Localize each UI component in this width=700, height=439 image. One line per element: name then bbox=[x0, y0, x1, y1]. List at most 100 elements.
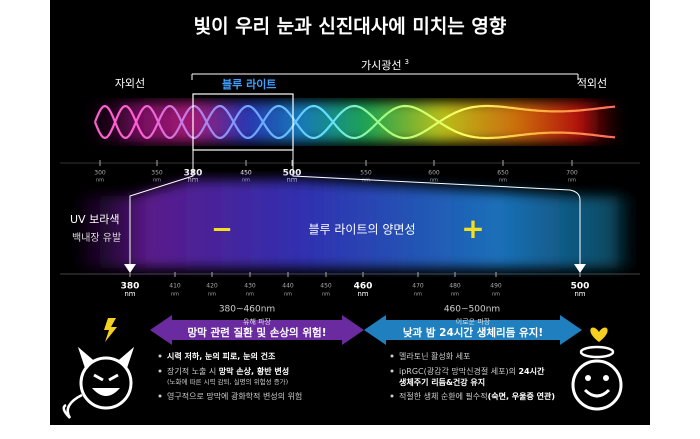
marker bbox=[124, 264, 136, 273]
tick-label: 300 bbox=[94, 170, 106, 177]
uv-label: 자외선 bbox=[115, 77, 145, 90]
tick-label: 380 bbox=[121, 282, 140, 292]
harmful-arrow bbox=[150, 315, 364, 345]
tick-label: 350 bbox=[151, 170, 163, 177]
tag: 유해 파장 bbox=[243, 317, 272, 326]
bullet-text: ipRGC(광감각 망막신경절 세포)의 24시간 bbox=[399, 366, 545, 376]
plus-sign: + bbox=[461, 212, 484, 245]
bullet-dot bbox=[390, 369, 394, 373]
tick-unit: nm bbox=[96, 178, 104, 184]
band-center: 블루 라이트의 양면성 bbox=[309, 223, 416, 237]
headline: 낮과 밤 24시간 생체리듬 유지! bbox=[403, 326, 543, 339]
bullet-text: 멜라토닌 활성화 세포 bbox=[399, 351, 470, 361]
tick-label: 410 bbox=[169, 283, 181, 290]
angel-icon bbox=[571, 327, 623, 411]
expanded-band bbox=[80, 180, 640, 268]
range-label: 380~460nm bbox=[219, 305, 275, 315]
blue-label: 블루 라이트 bbox=[222, 77, 276, 91]
tick-label: 430 bbox=[244, 283, 256, 290]
tick-unit: nm bbox=[568, 178, 576, 184]
bullet-part: 24시간 bbox=[518, 366, 544, 376]
tick-unit: nm bbox=[414, 292, 422, 298]
ir-label: 적외선 bbox=[577, 77, 607, 90]
bullet-dot bbox=[158, 369, 162, 373]
tick-unit: nm bbox=[430, 178, 438, 184]
headline: 망막 관련 질환 및 손상의 위험! bbox=[188, 326, 327, 339]
tick-label: 490 bbox=[490, 283, 502, 290]
tick-label: 480 bbox=[449, 283, 461, 290]
tick-label: 450 bbox=[240, 170, 252, 177]
tick-unit: nm bbox=[451, 292, 459, 298]
tick-label: 500 bbox=[283, 169, 302, 179]
tick-label: 650 bbox=[497, 170, 509, 177]
bullet-part: 장기적 노출 시 bbox=[167, 366, 219, 376]
tick-unit: nm bbox=[499, 178, 507, 184]
tick-unit: nm bbox=[246, 292, 254, 298]
tick-label: 470 bbox=[412, 283, 424, 290]
bullet-text: 적절한 생체 순환에 필수적(숙면, 우울증 연관) bbox=[399, 391, 555, 401]
tag: 이로운 파장 bbox=[456, 317, 491, 326]
bullet-part: 생체주기 리듬&건강 유지 bbox=[399, 377, 485, 387]
devil-icon bbox=[62, 318, 135, 419]
uv-sub: 백내장 유발 bbox=[72, 232, 121, 244]
minus-sign: − bbox=[211, 215, 233, 245]
bullet-part: ipRGC(광감각 망막신경절 세포)의 bbox=[399, 366, 518, 376]
smile bbox=[92, 388, 120, 396]
tick-unit: nm bbox=[492, 292, 500, 298]
heart bbox=[590, 327, 608, 342]
bullet-part: 적절한 생체 순환에 필수적 bbox=[399, 391, 488, 401]
ruler: 380nm410nm420nm430nm440nm450nm460nm470nm… bbox=[121, 272, 590, 298]
tick-unit: nm bbox=[357, 290, 368, 298]
tick-label: 550 bbox=[360, 170, 372, 177]
visible-note: 3 bbox=[405, 58, 409, 66]
tick-label: 420 bbox=[206, 283, 218, 290]
bullet-text: 시력 저하, 눈의 피로, 눈의 건조 bbox=[167, 351, 276, 361]
bullet-dot bbox=[158, 354, 162, 358]
eye bbox=[585, 375, 591, 381]
tick-unit: nm bbox=[322, 292, 330, 298]
tail bbox=[62, 393, 83, 419]
uv-title: UV 보라색 bbox=[70, 213, 119, 226]
face bbox=[79, 356, 133, 410]
tick-unit: nm bbox=[171, 292, 179, 298]
tick-unit: nm bbox=[208, 292, 216, 298]
face bbox=[571, 359, 623, 411]
bullet-text: (노화에 따른 시력 감퇴, 실명의 위험성 증가) bbox=[167, 377, 288, 386]
tick-unit: nm bbox=[284, 292, 292, 298]
tick-label: 500 bbox=[571, 282, 590, 292]
lightning bbox=[104, 318, 117, 342]
bullet-dot bbox=[390, 394, 394, 398]
bullet-text: 장기적 노출 시 망막 손상, 황반 변성 bbox=[167, 366, 289, 376]
smile bbox=[583, 388, 611, 398]
bullet-part: 망막 손상, 황반 변성 bbox=[219, 366, 289, 376]
tick-unit: nm bbox=[362, 178, 370, 184]
marker bbox=[574, 264, 586, 273]
wave bbox=[93, 104, 616, 140]
tick-label: 450 bbox=[320, 283, 332, 290]
bullet-text: 생체주기 리듬&건강 유지 bbox=[399, 377, 485, 387]
bullet-dot bbox=[158, 394, 162, 398]
halo bbox=[579, 345, 615, 359]
eyes bbox=[93, 373, 119, 382]
bullet-text: 영구적으로 망막에 광화학적 변성의 위험 bbox=[167, 391, 302, 401]
tick-label: 700 bbox=[566, 170, 578, 177]
visible-label: 가시광선 3 bbox=[361, 58, 409, 72]
range-label: 460~500nm bbox=[444, 305, 500, 315]
eye bbox=[603, 375, 609, 381]
tick-label: 600 bbox=[428, 170, 440, 177]
bullet-dot bbox=[390, 354, 394, 358]
beneficial-arrow bbox=[364, 315, 582, 345]
tick-unit: nm bbox=[153, 178, 161, 184]
blue-box bbox=[192, 93, 294, 151]
bullet-part: (노화에 따른 시력 감퇴, 실명의 위험성 증가) bbox=[167, 377, 288, 386]
bullet-part: 멜라토닌 활성화 세포 bbox=[399, 351, 470, 361]
bullet-part: 시력 저하, 눈의 피로, 눈의 건조 bbox=[167, 351, 276, 361]
tick-label: 440 bbox=[282, 283, 294, 290]
bullet-part: 영구적으로 망막에 광화학적 변성의 위험 bbox=[167, 391, 302, 401]
tick-unit: nm bbox=[574, 290, 585, 298]
waves bbox=[93, 104, 616, 140]
zoom-lines bbox=[129, 150, 581, 265]
tick-unit: nm bbox=[124, 290, 135, 298]
